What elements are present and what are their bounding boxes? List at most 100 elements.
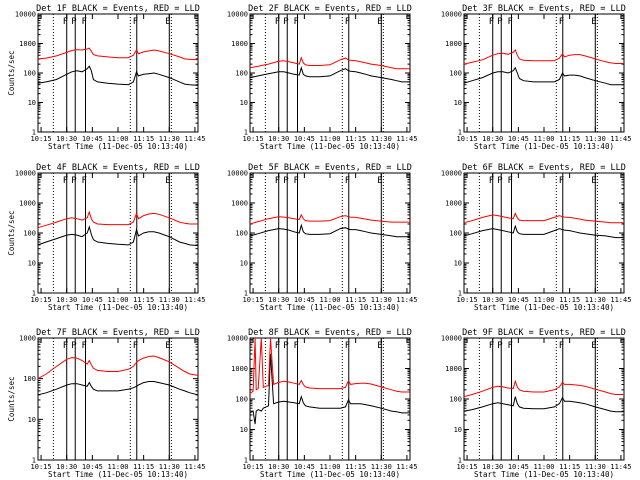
x-tick-label: 11:15 [345,296,366,304]
x-tick-label: 11:00 [107,463,128,471]
events-rate-line [37,381,199,396]
flag-label: F [507,341,512,351]
x-tick-label: 10:45 [294,135,315,143]
y-tick-label: 10000 [227,170,248,178]
lld-rate-line [463,379,624,398]
x-axis-label: Start Time (11-Dec-05 10:13:40) [48,142,188,151]
x-tick-label: 11:15 [133,296,154,304]
panel-title: Det 7F BLACK = Events, RED = LLD [36,328,200,338]
flag-label: E [377,341,382,351]
y-tick-label: 1 [32,457,36,465]
y-tick-label: 10 [454,426,462,434]
flag-label: F [81,341,86,351]
flag-label: F [345,341,350,351]
y-tick-label: 10000 [441,170,462,178]
x-tick-label: 11:30 [159,135,180,143]
flag-label: F [63,341,68,351]
flag-label: F [507,17,512,27]
x-axis-label: Start Time (11-Dec-05 10:13:40) [260,470,400,479]
x-tick-label: 10:45 [82,135,103,143]
x-tick-label: 10:30 [482,463,503,471]
y-tick-label: 10 [454,99,462,107]
flag-label: F [133,17,138,27]
y-tick-label: 10 [28,416,36,424]
plot-frame [37,172,199,294]
x-tick-label: 11:45 [396,463,417,471]
flag-label: F [489,176,494,186]
x-tick-label: 11:00 [319,296,340,304]
x-tick-label: 11:00 [533,463,554,471]
x-tick-label: 10:45 [82,296,103,304]
x-tick-label: 10:15 [31,296,52,304]
lld-rate-line [37,47,199,61]
events-rate-line [249,66,410,83]
plot-frame [249,172,411,294]
x-tick-label: 10:15 [243,463,264,471]
y-tick-label: 10 [240,260,248,268]
flag-label: E [377,176,382,186]
y-tick-label: 1000 [19,200,36,208]
panel-title: Det 2F BLACK = Events, RED = LLD [248,4,412,14]
flag-label: F [293,17,298,27]
flag-label: F [507,176,512,186]
flag-label: F [275,341,280,351]
x-tick-label: 11:15 [559,135,580,143]
detector-panel: Det 1F BLACK = Events, RED = LLD 1 10 100 10… [7,4,205,151]
x-tick-label: 11:45 [184,296,205,304]
x-tick-label: 10:15 [457,135,478,143]
detector-panel: Det 7F BLACK = Events, RED = LLD 1 10 100 10… [7,328,205,479]
flag-label: E [377,17,382,27]
x-tick-label: 11:00 [319,463,340,471]
flag-label: F [559,341,564,351]
x-tick-label: 10:45 [82,463,103,471]
y-tick-label: 1 [244,129,248,137]
x-tick-label: 11:45 [184,463,205,471]
lld-rate-line [249,56,410,70]
x-axis-label: Start Time (11-Dec-05 10:13:40) [474,142,614,151]
flag-label: F [345,176,350,186]
y-tick-label: 1000 [231,40,248,48]
flag-label: E [591,341,596,351]
lld-rate-line [463,49,624,65]
flag-label: F [81,17,86,27]
flag-label: P [497,341,503,351]
flag-label: F [489,341,494,351]
detector-panel: Det 8F BLACK = Events, RED = LLD 1 10 100 10… [227,328,418,479]
x-tick-label: 11:30 [159,463,180,471]
x-tick-label: 11:00 [533,135,554,143]
y-tick-label: 1 [32,290,36,298]
flag-label: F [275,176,280,186]
flag-label: P [497,17,503,27]
flag-label: F [63,176,68,186]
x-axis-label: Start Time (11-Dec-05 10:13:40) [260,142,400,151]
detector-panel: Det 4F BLACK = Events, RED = LLD 1 10 100 10… [7,163,205,312]
x-tick-label: 10:30 [56,135,77,143]
y-tick-label: 10 [28,260,36,268]
plot-frame [463,172,625,294]
y-tick-label: 1000 [19,40,36,48]
plot-frame [37,337,199,461]
panel-title: Det 6F BLACK = Events, RED = LLD [462,163,626,173]
events-rate-line [463,66,624,86]
y-tick-label: 10 [454,260,462,268]
y-tick-label: 100 [23,230,36,238]
x-tick-label: 10:15 [457,296,478,304]
events-rate-line [37,225,199,247]
y-tick-label: 1 [458,457,462,465]
y-tick-label: 1000 [445,40,462,48]
x-tick-label: 10:15 [31,135,52,143]
x-tick-label: 10:45 [508,463,529,471]
flag-label: E [165,17,170,27]
y-axis-label: Counts/sec [7,376,16,421]
y-tick-label: 1 [458,290,462,298]
y-tick-label: 10 [240,99,248,107]
lld-rate-line [249,213,410,225]
x-tick-label: 10:30 [482,135,503,143]
x-tick-label: 10:30 [56,296,77,304]
panel-title: Det 3F BLACK = Events, RED = LLD [462,4,626,14]
flag-label: F [489,17,494,27]
x-tick-label: 11:00 [107,135,128,143]
x-tick-label: 10:15 [243,135,264,143]
flag-label: P [283,176,289,186]
x-tick-label: 10:30 [56,463,77,471]
